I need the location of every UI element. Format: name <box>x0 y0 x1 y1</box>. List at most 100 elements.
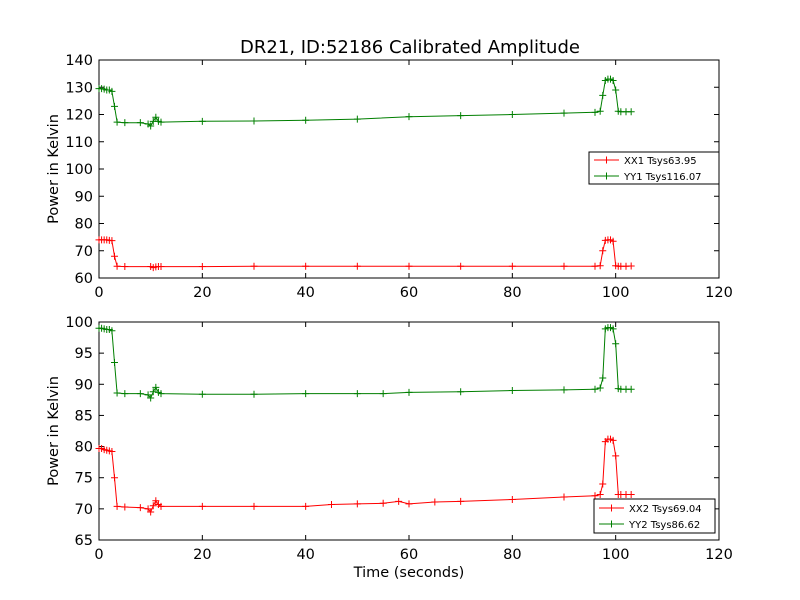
y-tick-label: 85 <box>75 408 93 424</box>
y-tick-label: 100 <box>65 315 93 331</box>
y-tick-label: 75 <box>75 471 93 487</box>
series-2 <box>95 75 635 130</box>
data-point <box>198 502 206 510</box>
data-point <box>395 497 403 505</box>
data-point <box>111 252 118 260</box>
x-tick-label: 40 <box>296 285 314 301</box>
y-tick-label: 130 <box>65 80 93 96</box>
x-tick-label: 100 <box>602 285 630 301</box>
data-point <box>596 384 604 392</box>
x-tick-label: 0 <box>94 547 103 563</box>
data-point <box>405 262 413 270</box>
x-axis-label: Time (seconds) <box>353 565 465 581</box>
data-point <box>152 113 160 121</box>
data-point <box>121 390 129 398</box>
data-point <box>379 499 387 507</box>
data-point <box>121 119 129 127</box>
y-tick-label: 120 <box>65 108 93 124</box>
x-tick-label: 80 <box>503 547 521 563</box>
data-point <box>591 262 599 270</box>
data-point <box>627 491 635 499</box>
data-point <box>609 237 617 245</box>
data-point <box>353 262 361 270</box>
data-point <box>136 504 144 512</box>
y-tick-label: 65 <box>75 533 93 549</box>
data-point <box>457 497 465 505</box>
data-point <box>302 262 310 270</box>
data-point <box>302 502 310 510</box>
legend-entry: YY1 Tsys116.07 <box>623 172 702 183</box>
data-point <box>405 388 413 396</box>
data-point <box>152 383 160 391</box>
plot-2: 0 20 40 60 80 100 120 65 70 75 80 85 90 95 100 Power in… <box>46 315 733 581</box>
data-point <box>596 491 604 499</box>
data-point <box>405 113 413 121</box>
x-tick-label: 40 <box>296 547 314 563</box>
data-point <box>113 118 121 126</box>
x-tick-label: 80 <box>503 285 521 301</box>
y-tick-label: 70 <box>75 244 93 260</box>
data-point <box>111 474 118 482</box>
data-point <box>609 436 617 444</box>
data-point <box>147 122 155 130</box>
data-point <box>508 387 516 395</box>
data-point <box>250 390 258 398</box>
data-point <box>353 115 361 123</box>
data-point <box>560 493 568 501</box>
series-2 <box>95 324 635 402</box>
data-point <box>353 500 361 508</box>
y-tick-label: 95 <box>75 346 93 362</box>
legend-marker <box>608 520 615 528</box>
x-tick-label: 20 <box>193 547 211 563</box>
x-tick-label: 20 <box>193 285 211 301</box>
data-point <box>157 502 165 510</box>
legend-frame <box>593 498 716 534</box>
data-point <box>612 340 620 348</box>
y-axis-label: Power in Kelvin <box>46 376 62 486</box>
data-point <box>609 76 617 84</box>
data-point <box>508 262 516 270</box>
x-tick-label: 100 <box>602 547 630 563</box>
data-point <box>250 262 258 270</box>
data-point <box>136 119 144 127</box>
data-point <box>599 91 607 99</box>
data-point <box>627 108 635 116</box>
data-point <box>596 262 604 270</box>
data-point <box>250 117 258 125</box>
data-point <box>591 492 599 500</box>
y-axis-label: Power in Kelvin <box>46 114 62 224</box>
x-tick-label: 60 <box>400 285 418 301</box>
x-tick-label: 120 <box>705 285 733 301</box>
data-point <box>108 448 116 456</box>
data-point <box>612 452 620 460</box>
legend-entry: YY2 Tsys86.62 <box>628 520 700 531</box>
y-tick-label: 110 <box>65 135 93 151</box>
data-point <box>431 498 439 506</box>
data-point <box>560 109 568 117</box>
data-point <box>111 358 118 366</box>
data-point <box>198 117 206 125</box>
series-line <box>99 239 632 269</box>
data-point <box>457 262 465 270</box>
data-point <box>147 508 155 516</box>
data-point <box>599 374 607 382</box>
legend-entry: XX1 Tsys63.95 <box>624 156 697 167</box>
series-1 <box>95 435 635 516</box>
data-point <box>157 263 165 271</box>
x-tick-label: 60 <box>400 547 418 563</box>
data-point <box>149 388 157 396</box>
data-point <box>627 385 635 393</box>
data-point <box>157 118 165 126</box>
data-point <box>302 390 310 398</box>
data-point <box>121 263 129 271</box>
data-point <box>599 480 607 488</box>
data-point <box>108 327 116 335</box>
data-point <box>596 107 604 115</box>
y-tick-label: 90 <box>75 189 93 205</box>
data-point <box>508 496 516 504</box>
data-point <box>599 247 607 255</box>
data-point <box>609 325 617 333</box>
y-tick-label: 140 <box>65 53 93 69</box>
series-1 <box>95 236 635 272</box>
